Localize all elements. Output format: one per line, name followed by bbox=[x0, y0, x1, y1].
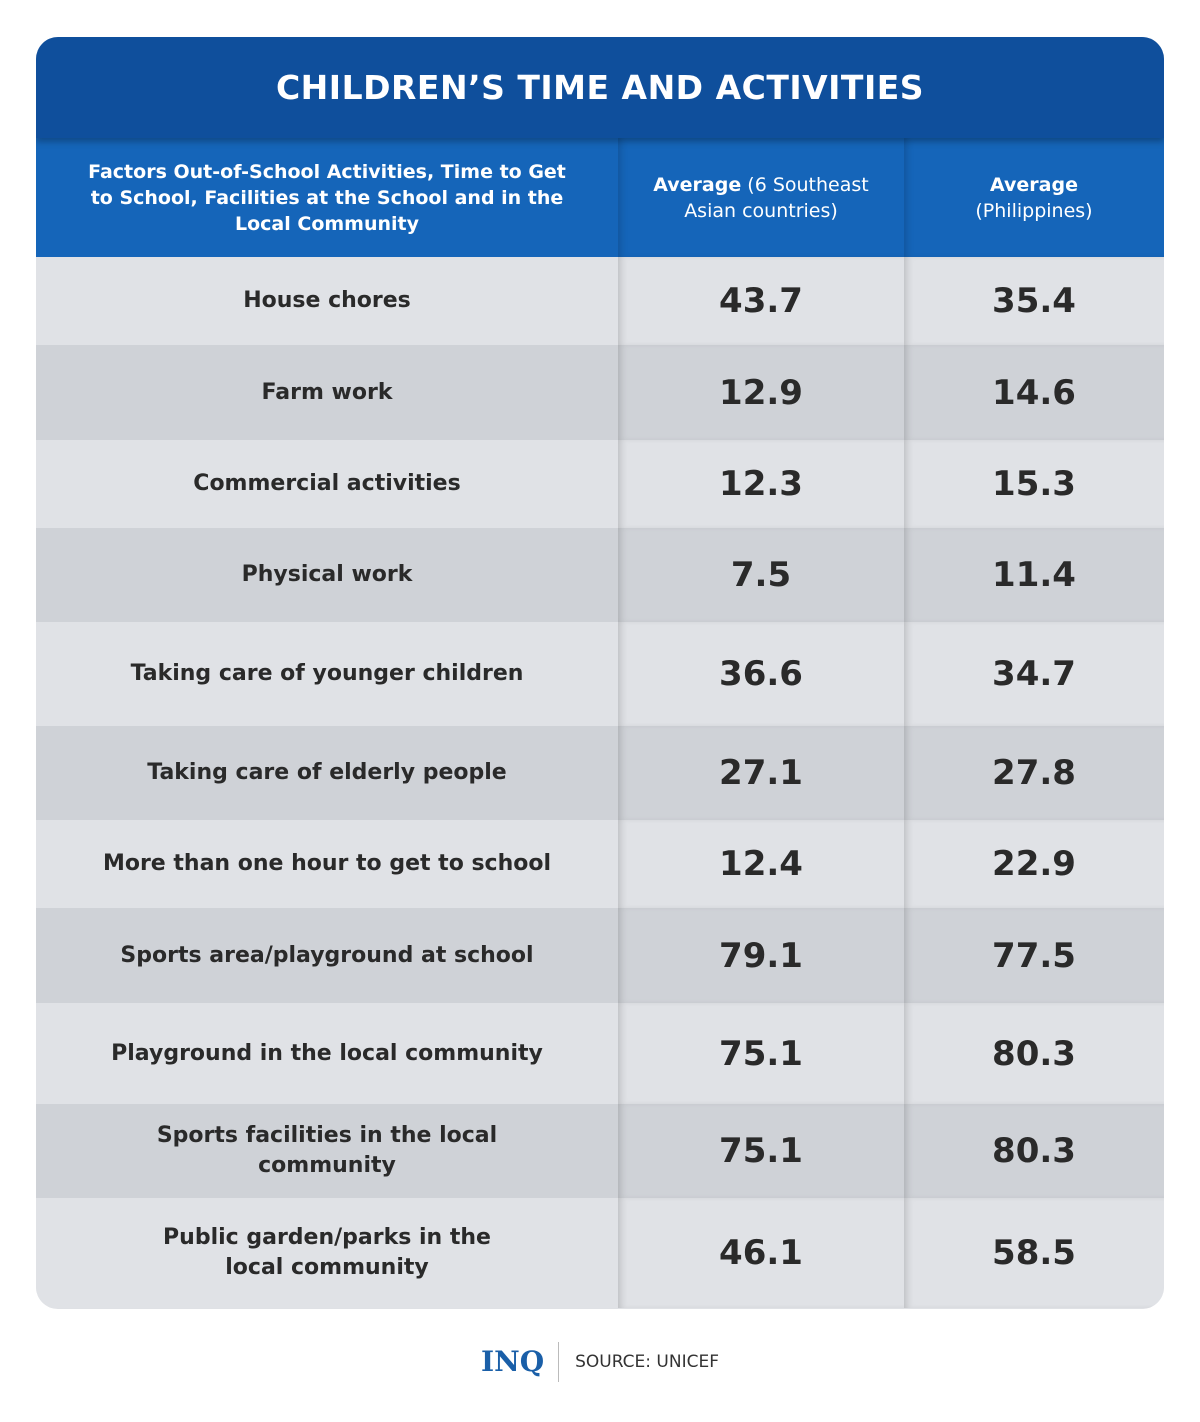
header-sea-bold: Average bbox=[653, 173, 742, 196]
ph-average-value: 58.5 bbox=[992, 1233, 1076, 1273]
ph-average-value: 14.6 bbox=[992, 372, 1076, 413]
sea-average-value: 12.4 bbox=[719, 844, 803, 884]
factor-label: Physical work bbox=[241, 562, 413, 587]
ph-average-value: 22.9 bbox=[992, 844, 1076, 884]
factor-label: More than one hour to get to school bbox=[102, 851, 552, 876]
header-sea-average: Average (6 Southeast Asian countries) bbox=[618, 138, 904, 257]
ph-average-value-cell: 58.5 bbox=[904, 1198, 1164, 1308]
ph-average-value: 15.3 bbox=[992, 464, 1076, 504]
sea-average-value: 7.5 bbox=[730, 555, 792, 595]
ph-average-value-cell: 11.4 bbox=[904, 528, 1164, 622]
ph-average-value-cell: 27.8 bbox=[904, 726, 1164, 820]
ph-average-value: 80.3 bbox=[992, 1131, 1076, 1171]
table-row: Farm work 12.9 14.6 bbox=[36, 345, 1164, 440]
table-body: House chores 43.7 35.4 Farm work 12.9 14.6 Com… bbox=[36, 257, 1164, 1308]
factor-label-cell: Commercial activities bbox=[36, 440, 618, 528]
factor-label: Sports area/playground at school bbox=[120, 942, 534, 968]
sea-average-value-cell: 27.1 bbox=[618, 726, 904, 820]
factor-label-cell: House chores bbox=[36, 257, 618, 345]
table-row: Commercial activities 12.3 15.3 bbox=[36, 440, 1164, 528]
sea-average-value-cell: 75.1 bbox=[618, 1003, 904, 1104]
header-ph-average: Average (Philippines) bbox=[904, 138, 1164, 257]
ph-average-value-cell: 22.9 bbox=[904, 820, 1164, 908]
table-row: Physical work 7.5 11.4 bbox=[36, 528, 1164, 622]
factor-label: Taking care of younger children bbox=[130, 661, 524, 686]
table-row: House chores 43.7 35.4 bbox=[36, 257, 1164, 345]
sea-average-value-cell: 12.3 bbox=[618, 440, 904, 528]
ph-average-value-cell: 80.3 bbox=[904, 1003, 1164, 1104]
factor-label-cell: More than one hour to get to school bbox=[36, 820, 618, 908]
header-sea-rest: (6 Southeast Asian countries) bbox=[684, 173, 869, 222]
table-row: More than one hour to get to school 12.4 2… bbox=[36, 820, 1164, 908]
ph-average-value-cell: 14.6 bbox=[904, 345, 1164, 440]
sea-average-value-cell: 12.4 bbox=[618, 820, 904, 908]
ph-average-value-cell: 34.7 bbox=[904, 622, 1164, 726]
sea-average-value: 12.9 bbox=[719, 372, 803, 413]
table-row: Sports area/playground at school 79.1 77.5 bbox=[36, 908, 1164, 1003]
sea-average-value: 12.3 bbox=[719, 464, 803, 504]
sea-average-value-cell: 43.7 bbox=[618, 257, 904, 345]
sea-average-value: 43.7 bbox=[719, 281, 803, 321]
sea-average-value-cell: 75.1 bbox=[618, 1104, 904, 1198]
ph-average-value-cell: 35.4 bbox=[904, 257, 1164, 345]
table-title: CHILDREN’S TIME AND ACTIVITIES bbox=[36, 37, 1164, 138]
sea-average-value: 75.1 bbox=[719, 1033, 803, 1074]
ph-average-value: 34.7 bbox=[992, 654, 1076, 694]
sea-average-value: 36.6 bbox=[719, 654, 803, 694]
table-row: Taking care of younger children 36.6 34.7 bbox=[36, 622, 1164, 726]
ph-average-value-cell: 15.3 bbox=[904, 440, 1164, 528]
table-row: Public garden/parks in the local communi… bbox=[36, 1198, 1164, 1308]
sea-average-value: 46.1 bbox=[719, 1233, 803, 1273]
factor-label: Taking care of elderly people bbox=[147, 760, 507, 785]
factor-label: Playground in the local community bbox=[111, 1040, 543, 1066]
table-row: Playground in the local community 75.1 80.… bbox=[36, 1003, 1164, 1104]
sea-average-value-cell: 36.6 bbox=[618, 622, 904, 726]
factor-label: House chores bbox=[243, 288, 411, 313]
factor-label: Public garden/parks in the local communi… bbox=[163, 1225, 491, 1280]
sea-average-value-cell: 79.1 bbox=[618, 908, 904, 1003]
factor-label-cell: Sports facilities in the local community bbox=[36, 1104, 618, 1198]
factor-label-cell: Physical work bbox=[36, 528, 618, 622]
ph-average-value: 27.8 bbox=[992, 753, 1076, 793]
inq-logo: INQ bbox=[481, 1342, 560, 1382]
header-factors: Factors Out-of-School Activities, Time t… bbox=[36, 138, 618, 257]
ph-average-value: 77.5 bbox=[992, 935, 1076, 976]
factor-label-cell: Playground in the local community bbox=[36, 1003, 618, 1104]
footer: INQ SOURCE: UNICEF bbox=[0, 1340, 1200, 1384]
ph-average-value: 11.4 bbox=[992, 555, 1076, 595]
header-ph-rest: (Philippines) bbox=[975, 199, 1093, 222]
sea-average-value-cell: 12.9 bbox=[618, 345, 904, 440]
factor-label: Farm work bbox=[261, 379, 393, 405]
table-card: CHILDREN’S TIME AND ACTIVITIES Factors O… bbox=[36, 37, 1164, 1309]
sea-average-value-cell: 7.5 bbox=[618, 528, 904, 622]
ph-average-value: 80.3 bbox=[992, 1033, 1076, 1074]
ph-average-value: 35.4 bbox=[992, 281, 1076, 321]
factor-label: Sports facilities in the local community bbox=[156, 1123, 498, 1178]
factor-label-cell: Sports area/playground at school bbox=[36, 908, 618, 1003]
sea-average-value-cell: 46.1 bbox=[618, 1198, 904, 1308]
sea-average-value: 75.1 bbox=[719, 1131, 803, 1171]
ph-average-value-cell: 80.3 bbox=[904, 1104, 1164, 1198]
sea-average-value: 27.1 bbox=[719, 753, 803, 793]
factor-label: Commercial activities bbox=[193, 471, 461, 496]
header-factors-text: Factors Out-of-School Activities, Time t… bbox=[88, 160, 566, 235]
table-row: Taking care of elderly people 27.1 27.8 bbox=[36, 726, 1164, 820]
sea-average-value: 79.1 bbox=[719, 935, 803, 976]
table-row: Sports facilities in the local community… bbox=[36, 1104, 1164, 1198]
factor-label-cell: Farm work bbox=[36, 345, 618, 440]
header-row: Factors Out-of-School Activities, Time t… bbox=[36, 138, 1164, 257]
header-ph-bold: Average bbox=[990, 173, 1078, 196]
source-text: SOURCE: UNICEF bbox=[575, 1352, 719, 1372]
factor-label-cell: Taking care of elderly people bbox=[36, 726, 618, 820]
factor-label-cell: Public garden/parks in the local communi… bbox=[36, 1198, 618, 1308]
ph-average-value-cell: 77.5 bbox=[904, 908, 1164, 1003]
factor-label-cell: Taking care of younger children bbox=[36, 622, 618, 726]
